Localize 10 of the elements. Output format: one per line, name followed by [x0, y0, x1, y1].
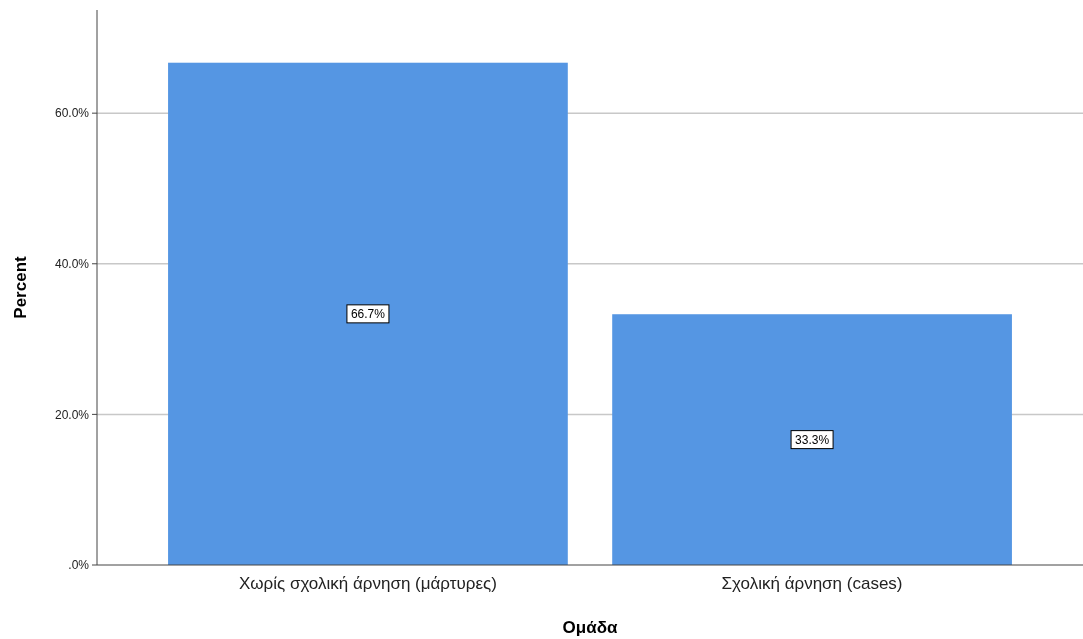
data-label: 66.7%	[350, 307, 386, 322]
x-axis-title: Ομάδα	[562, 618, 618, 637]
data-label: 33.3%	[795, 432, 830, 447]
y-tick-label: .0%	[68, 558, 90, 573]
x-tick-label: Σχολική άρνηση (cases)	[721, 574, 903, 593]
x-tick-label: Χωρίς σχολική άρνηση (μάρτυρες)	[238, 574, 497, 593]
y-tick-label: 60.0%	[54, 106, 90, 121]
y-axis-title: Percent	[11, 255, 30, 319]
y-tick-label: 20.0%	[54, 407, 90, 422]
y-tick-label: 40.0%	[54, 256, 90, 271]
